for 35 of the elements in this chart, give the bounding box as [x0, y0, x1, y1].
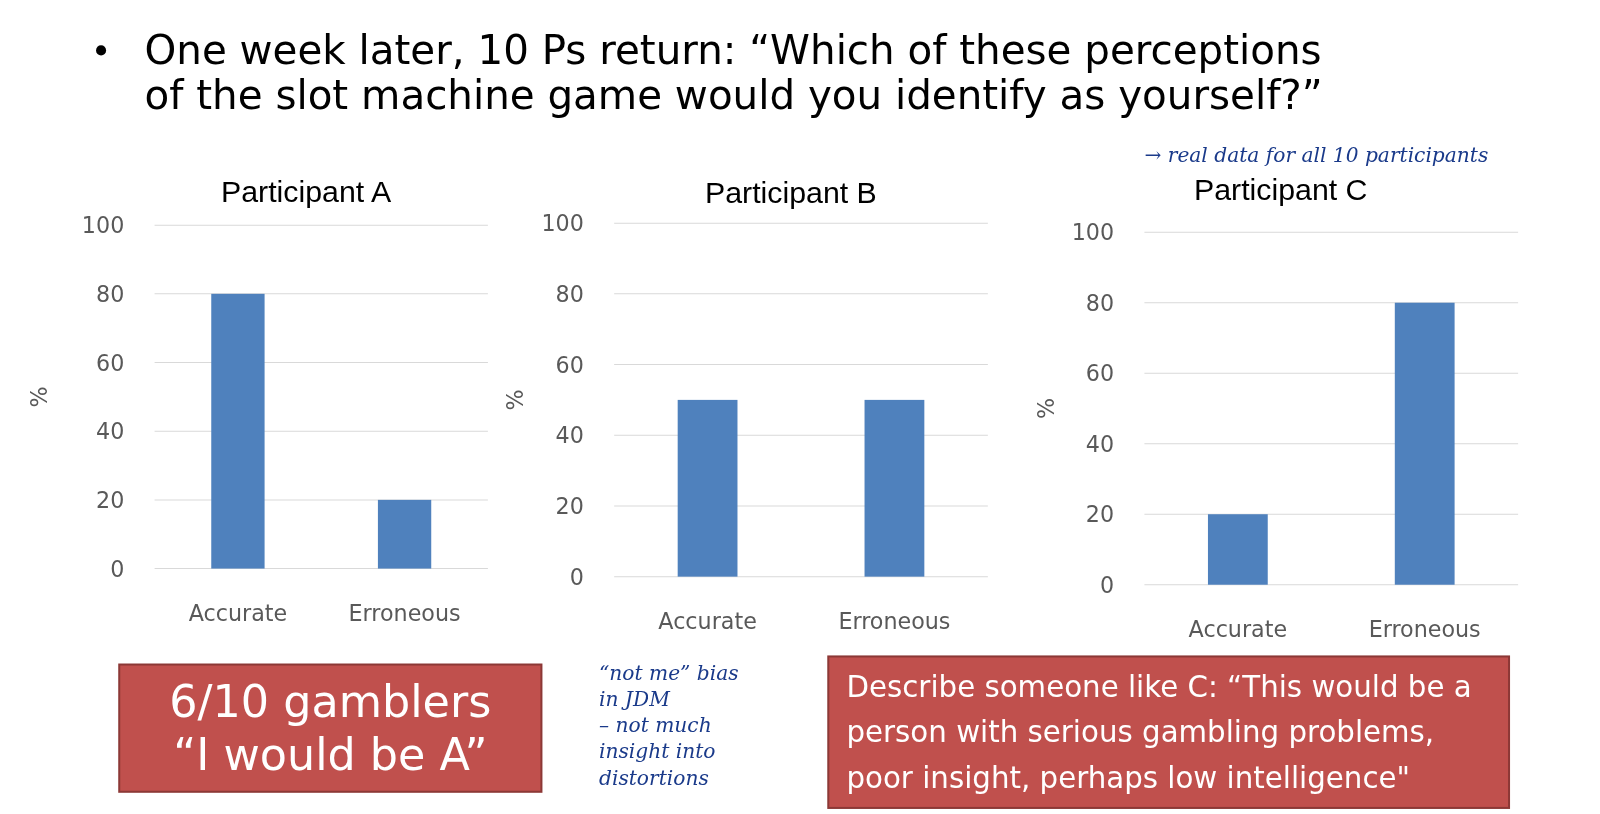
chart-title: Participant C: [1194, 172, 1368, 206]
chart-title: Participant B: [705, 175, 877, 209]
text: → real data for all 10 participants: [1144, 142, 1489, 167]
y-tick-label: 40: [96, 418, 125, 445]
y-tick-label: 60: [96, 349, 125, 376]
chart-title: Participant A: [221, 174, 392, 208]
y-tick-label: 80: [1085, 289, 1115, 316]
y-axis-title: %: [1032, 397, 1059, 420]
x-tick-label: Erroneous: [348, 600, 461, 627]
y-tick-label: 0: [1099, 571, 1115, 598]
y-tick-label: 0: [569, 563, 584, 590]
y-tick-label: 100: [1071, 219, 1115, 246]
y-tick-label: 60: [1085, 360, 1115, 387]
y-tick-label: 100: [81, 212, 125, 239]
text: Describe someone like C: “This would be a person with serious gambling problems, poor insight, perhaps low intelligence": [846, 669, 1472, 795]
x-tick-label: Accurate: [188, 600, 288, 627]
y-axis-title: %: [25, 386, 52, 408]
x-tick-label: Erroneous: [838, 608, 951, 635]
x-tick-label: Erroneous: [1368, 616, 1481, 643]
x-tick-label: Accurate: [658, 608, 757, 635]
y-tick-label: 0: [110, 555, 125, 582]
y-tick-label: 40: [555, 422, 584, 449]
y-tick-label: 20: [96, 486, 125, 513]
y-tick-label: 80: [555, 280, 584, 307]
y-tick-label: 20: [555, 493, 584, 520]
y-tick-label: 20: [1085, 501, 1115, 528]
text: One week later, 10 Ps return: “Which of these perceptions of the slot machine game would you identify as yourself?”: [144, 25, 1323, 119]
x-tick-label: Accurate: [1188, 616, 1288, 643]
y-axis-title: %: [502, 389, 529, 411]
y-tick-label: 80: [96, 280, 125, 307]
text: 6/10 gamblers “I would be A”: [169, 675, 492, 781]
y-tick-label: 40: [1085, 430, 1115, 457]
text: “not me” bias in JDM – not much insight into distortions: [599, 660, 739, 790]
y-tick-label: 100: [541, 210, 584, 237]
y-tick-label: 60: [555, 351, 584, 378]
